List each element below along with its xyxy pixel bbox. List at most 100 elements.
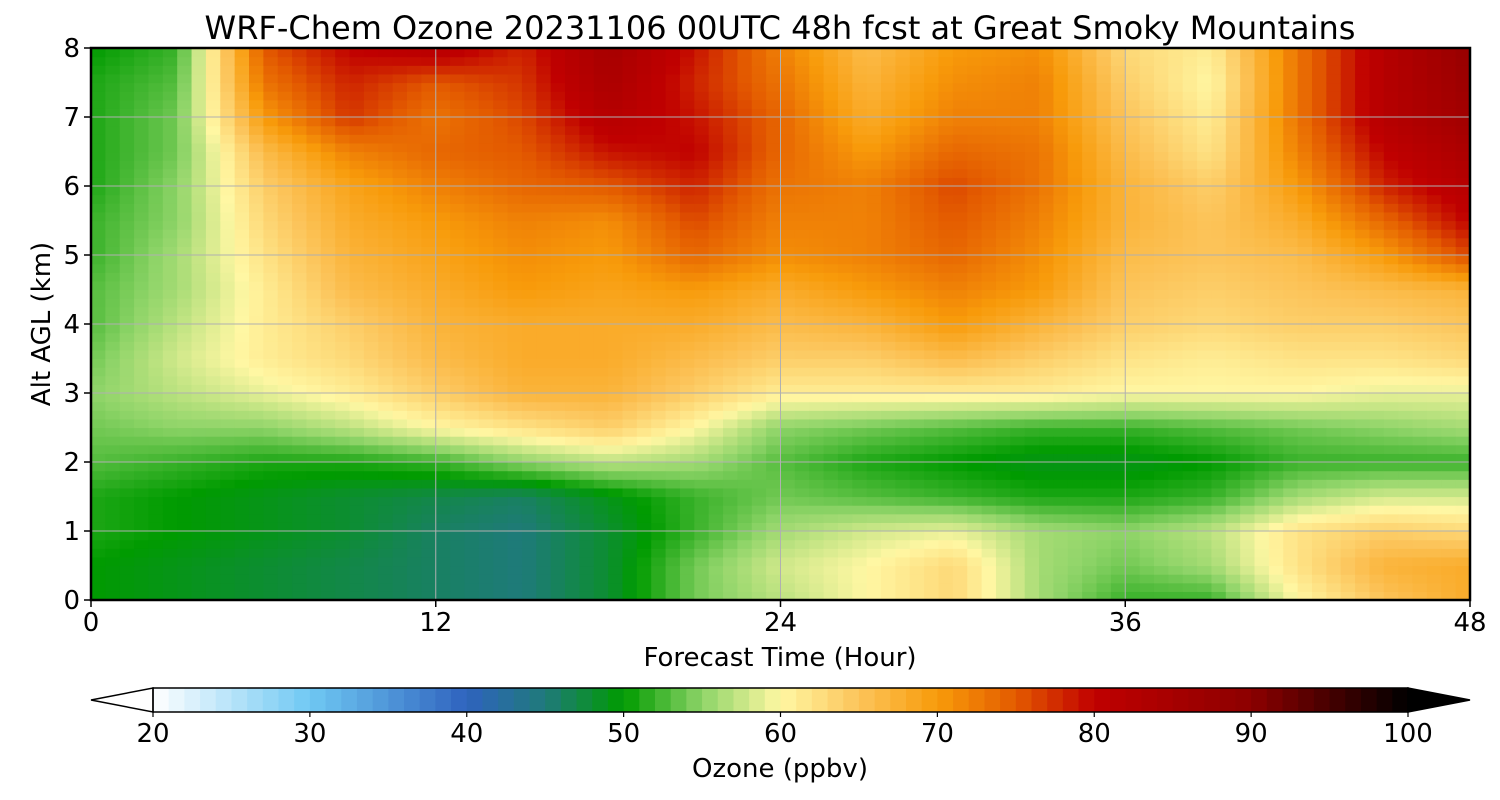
heatmap-cell — [1139, 531, 1155, 541]
heatmap-cell — [249, 418, 264, 429]
heatmap-cell — [565, 539, 580, 549]
heatmap-cell — [478, 487, 494, 498]
heatmap-cell — [450, 108, 466, 118]
heatmap-cell — [995, 289, 1011, 299]
heatmap-cell — [1067, 591, 1083, 601]
heatmap-cell — [521, 436, 537, 446]
heatmap-cell — [952, 134, 968, 144]
heatmap-cell — [967, 246, 983, 256]
heatmap-cell — [277, 462, 293, 472]
heatmap-cell — [478, 556, 494, 567]
heatmap-cell — [464, 203, 480, 213]
heatmap-cell — [909, 142, 925, 153]
heatmap-cell — [1153, 65, 1169, 75]
heatmap-cell — [809, 160, 825, 170]
heatmap-cell — [450, 531, 466, 541]
heatmap-cell — [191, 91, 207, 101]
heatmap-cell — [967, 255, 983, 265]
heatmap-cell — [780, 556, 796, 567]
heatmap-cell — [277, 479, 293, 489]
heatmap-cell — [866, 194, 882, 204]
heatmap-cell — [134, 117, 150, 127]
heatmap-cell — [636, 91, 652, 101]
heatmap-cell — [1139, 582, 1155, 592]
heatmap-cell — [809, 168, 825, 178]
heatmap-cell — [780, 142, 796, 153]
heatmap-cell — [234, 574, 250, 584]
heatmap-cell — [938, 384, 954, 394]
heatmap-cell — [407, 272, 422, 282]
heatmap-cell — [349, 591, 365, 601]
heatmap-cell — [335, 496, 351, 506]
heatmap-cell — [363, 306, 379, 316]
heatmap-cell — [967, 591, 983, 601]
heatmap-cell — [493, 341, 509, 351]
heatmap-cell — [536, 246, 552, 256]
heatmap-cell — [967, 263, 983, 273]
heatmap-cell — [909, 134, 925, 144]
heatmap-cell — [809, 427, 825, 437]
heatmap-cell — [579, 203, 595, 213]
heatmap-cell — [651, 341, 667, 351]
heatmap-cell — [866, 160, 882, 170]
heatmap-cell — [277, 341, 293, 351]
heatmap-cell — [263, 582, 279, 592]
heatmap-cell — [909, 255, 925, 265]
heatmap-cell — [550, 151, 566, 161]
heatmap-cell — [1067, 108, 1083, 118]
heatmap-cell — [694, 246, 710, 256]
heatmap-cell — [909, 462, 925, 472]
heatmap-cell — [1082, 565, 1098, 575]
heatmap-cell — [780, 479, 796, 489]
heatmap-cell — [306, 565, 322, 575]
heatmap-cell — [1110, 203, 1126, 213]
heatmap-cell — [105, 496, 121, 506]
heatmap-cell — [320, 418, 336, 429]
heatmap-cell — [205, 427, 221, 437]
heatmap-cell — [1053, 462, 1069, 472]
heatmap-cell — [1110, 574, 1126, 584]
heatmap-cell — [694, 513, 710, 523]
heatmap-cell — [507, 505, 523, 515]
heatmap-cell — [766, 91, 782, 101]
heatmap-cell — [751, 548, 767, 558]
heatmap-cell — [708, 582, 724, 592]
heatmap-cell — [751, 358, 767, 368]
heatmap-cell — [593, 367, 609, 377]
heatmap-cell — [809, 375, 825, 385]
heatmap-cell — [292, 160, 308, 170]
heatmap-cell — [105, 479, 121, 489]
heatmap-cell — [177, 73, 193, 84]
heatmap-cell — [1039, 125, 1055, 135]
heatmap-cell — [823, 220, 839, 230]
heatmap-cell — [895, 194, 911, 204]
heatmap-cell — [478, 565, 494, 575]
heatmap-cell — [794, 505, 810, 515]
heatmap-cell — [464, 177, 480, 187]
heatmap-cell — [249, 358, 264, 368]
heatmap-cell — [967, 574, 983, 584]
heatmap-cell — [837, 496, 853, 506]
heatmap-cell — [565, 186, 580, 196]
heatmap-cell — [608, 211, 624, 222]
heatmap-cell — [823, 315, 839, 325]
heatmap-cell — [277, 272, 293, 282]
heatmap-cell — [478, 73, 494, 84]
heatmap-cell — [1039, 384, 1055, 394]
heatmap-cell — [464, 194, 480, 204]
heatmap-cell — [306, 272, 322, 282]
heatmap-cell — [665, 375, 681, 385]
heatmap-cell — [306, 410, 322, 420]
heatmap-cell — [536, 168, 552, 178]
heatmap-cell — [1153, 186, 1169, 196]
heatmap-cell — [335, 358, 351, 368]
heatmap-cell — [191, 418, 207, 429]
heatmap-cell — [895, 289, 911, 299]
heatmap-cell — [967, 73, 983, 84]
heatmap-cell — [837, 418, 853, 429]
heatmap-cell — [651, 505, 667, 515]
heatmap-cell — [148, 263, 164, 273]
heatmap-cell — [981, 401, 997, 411]
heatmap-cell — [335, 332, 351, 342]
heatmap-cell — [119, 462, 135, 472]
